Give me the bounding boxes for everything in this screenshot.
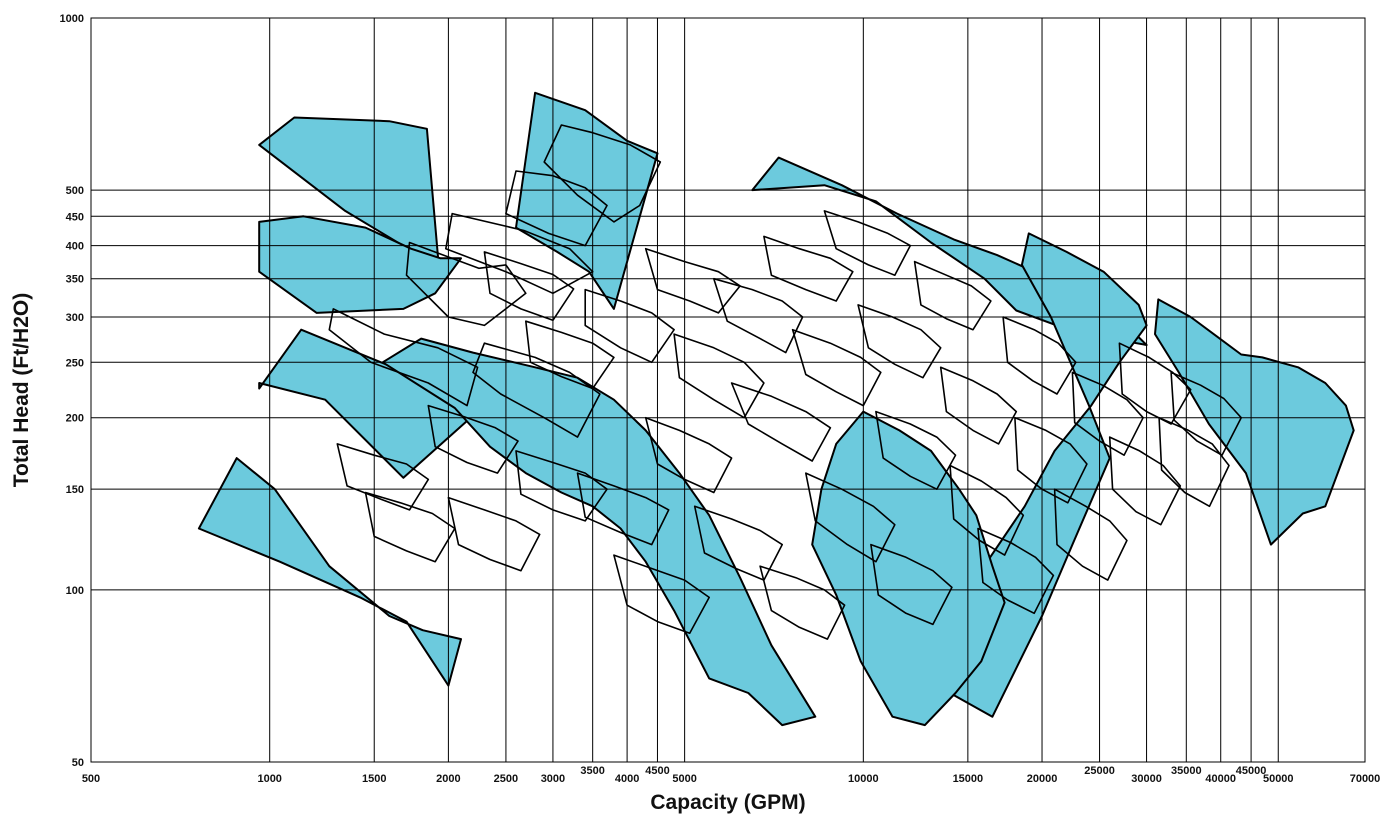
y-tick-label: 50 bbox=[72, 757, 84, 769]
x-tick-label: 5000 bbox=[672, 773, 696, 785]
y-axis-title: Total Head (Ft/H2O) bbox=[10, 293, 33, 487]
y-tick-label: 150 bbox=[66, 484, 84, 496]
pump-curve-13 bbox=[730, 382, 832, 462]
y-tick-label: 500 bbox=[66, 185, 84, 197]
x-tick-label: 1000 bbox=[257, 773, 281, 785]
y-tick-label: 300 bbox=[66, 312, 84, 324]
pump-curve-4 bbox=[505, 170, 608, 247]
pump-curve-2 bbox=[405, 241, 527, 327]
pump-curve-25 bbox=[1170, 371, 1242, 457]
pump-curve-35 bbox=[870, 543, 953, 626]
y-tick-label: 100 bbox=[66, 585, 84, 597]
pump-curve-1 bbox=[328, 308, 479, 407]
x-tick-label: 4500 bbox=[645, 765, 669, 777]
pump-curve-23 bbox=[1071, 371, 1144, 457]
pump-curve-19 bbox=[939, 366, 1018, 445]
x-tick-label: 3500 bbox=[580, 765, 604, 777]
pump-envelope-2 bbox=[515, 91, 659, 310]
x-tick-label: 10000 bbox=[848, 773, 879, 785]
x-tick-label: 2500 bbox=[494, 773, 518, 785]
x-tick-label: 40000 bbox=[1205, 773, 1236, 785]
pump-curve-27 bbox=[1108, 436, 1182, 526]
x-tick-label: 45000 bbox=[1236, 765, 1267, 777]
pump-curve-26 bbox=[1053, 488, 1128, 581]
pump-curve-5 bbox=[543, 124, 662, 223]
pump-curve-regions bbox=[197, 91, 1355, 727]
pump-curve-9 bbox=[673, 333, 765, 419]
pump-curve-24 bbox=[1118, 342, 1192, 425]
pump-curve-7 bbox=[584, 288, 675, 364]
pump-curve-11 bbox=[763, 235, 854, 302]
pump-curve-18 bbox=[875, 410, 957, 491]
x-tick-label: 2000 bbox=[436, 773, 460, 785]
pump-curve-3 bbox=[444, 212, 594, 295]
y-tick-labels: 50 100 150 200 250 300 350 400 450 500 1000 bbox=[60, 13, 84, 769]
pump-envelope-8 bbox=[1154, 298, 1355, 546]
y-tick-label: 450 bbox=[66, 211, 84, 223]
x-tick-label: 500 bbox=[82, 773, 100, 785]
y-tick-label: 1000 bbox=[60, 13, 84, 25]
x-tick-label: 70000 bbox=[1350, 773, 1381, 785]
y-tick-label: 400 bbox=[66, 241, 84, 253]
x-tick-label: 4000 bbox=[615, 773, 639, 785]
x-tick-label: 3000 bbox=[541, 773, 565, 785]
pump-curve-17 bbox=[804, 472, 896, 563]
pump-envelope-6 bbox=[197, 457, 462, 687]
pump-curve-42 bbox=[483, 251, 575, 322]
pump-curve-22 bbox=[1014, 416, 1088, 504]
pump-curve-38 bbox=[364, 491, 456, 563]
x-tick-label: 35000 bbox=[1171, 765, 1202, 777]
x-tick-label: 1500 bbox=[362, 773, 386, 785]
x-axis-title: Capacity (GPM) bbox=[650, 791, 805, 814]
x-tick-label: 15000 bbox=[953, 773, 984, 785]
pump-curve-34 bbox=[759, 565, 846, 640]
pump-curve-41 bbox=[524, 320, 615, 390]
pump-curve-20 bbox=[1002, 316, 1077, 395]
pump-envelope-4 bbox=[258, 215, 462, 314]
pump-curve-21 bbox=[949, 464, 1025, 556]
y-tick-label: 200 bbox=[66, 413, 84, 425]
pump-curve-15 bbox=[857, 304, 942, 379]
pump-curve-14 bbox=[791, 328, 882, 407]
pump-envelope-1 bbox=[258, 116, 442, 287]
pump-curve-29 bbox=[576, 472, 670, 546]
pump-curve-36 bbox=[977, 527, 1055, 615]
pump-curve-16 bbox=[913, 260, 992, 331]
pump-curve-31 bbox=[515, 450, 608, 522]
pump-envelope-10 bbox=[811, 410, 1006, 727]
pump-curve-12 bbox=[823, 210, 912, 277]
x-tick-label: 50000 bbox=[1263, 773, 1294, 785]
pump-curve-40 bbox=[427, 404, 519, 474]
gridlines bbox=[91, 18, 1365, 762]
pump-curve-37 bbox=[447, 496, 541, 572]
y-tick-label: 250 bbox=[66, 357, 84, 369]
x-tick-label: 20000 bbox=[1027, 773, 1058, 785]
pump-curve-33 bbox=[693, 505, 784, 581]
x-tick-label: 30000 bbox=[1131, 773, 1162, 785]
x-tick-label: 25000 bbox=[1084, 765, 1115, 777]
pump-curve-10 bbox=[712, 277, 804, 354]
plot-frame bbox=[90, 17, 1366, 763]
pump-curve-39 bbox=[336, 443, 430, 511]
y-tick-label: 350 bbox=[66, 274, 84, 286]
pump-curve-8 bbox=[644, 247, 741, 314]
pump-curve-28 bbox=[1158, 416, 1230, 508]
